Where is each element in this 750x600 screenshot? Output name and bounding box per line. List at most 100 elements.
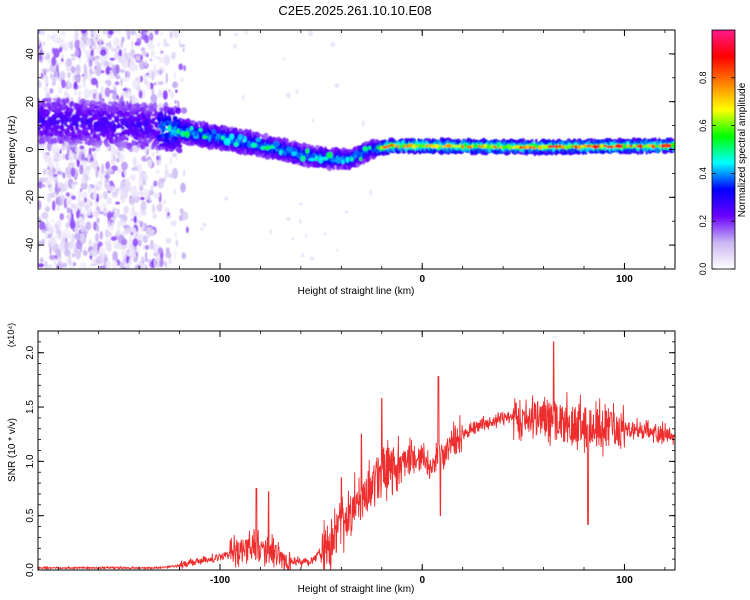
spectrogram-cell <box>148 195 151 204</box>
spectrogram-cell <box>108 60 113 68</box>
spectrogram-blobs <box>38 30 675 269</box>
spectrogram-cell <box>74 48 80 58</box>
spectrogram-cell <box>89 250 94 256</box>
spectrogram-cell <box>142 243 145 252</box>
spectrogram-cell <box>133 215 137 223</box>
spectrogram-cell <box>183 65 187 72</box>
spectrogram-cell <box>45 233 48 240</box>
spectrogram-cell <box>125 255 130 264</box>
spectrogram-cell <box>117 30 121 35</box>
spectrogram-cell <box>85 221 92 231</box>
spectrogram-cell <box>151 152 155 157</box>
spectrogram-cell <box>173 188 176 195</box>
spectrogram-cell <box>166 263 169 269</box>
spectrogram-cell <box>234 32 239 37</box>
spectrogram-cell <box>286 92 291 99</box>
spectrogram-cell <box>172 81 179 89</box>
spectrogram-cell <box>100 265 107 269</box>
spectrogram-cell <box>121 126 125 130</box>
spectrogram-cell <box>46 112 50 117</box>
spectrogram-cell <box>78 232 86 241</box>
spectrogram-cell <box>51 143 58 154</box>
spectrogram-cell <box>115 187 118 197</box>
spectrogram-cell <box>145 251 148 261</box>
spectrogram-cell <box>45 177 48 181</box>
spectrogram-cell <box>141 30 148 34</box>
spectrogram-cell <box>43 103 47 108</box>
spectrogram-cell <box>393 143 396 148</box>
spectrogram-cell <box>70 66 76 74</box>
spectrogram-cell <box>132 238 139 247</box>
spectrogram-cell <box>128 196 136 205</box>
spectrogram-cell <box>519 145 523 149</box>
spectrogram-cell <box>73 75 80 82</box>
spectrogram-cell <box>133 156 137 165</box>
spectrogram-cell <box>40 258 44 262</box>
spectrogram-cell <box>135 127 140 131</box>
spectrogram-cell <box>101 163 105 174</box>
spectrogram-cell <box>90 66 95 70</box>
spectrogram-cell <box>97 110 101 115</box>
spectrogram-cell <box>114 81 120 86</box>
spectrogram-cell <box>179 77 185 83</box>
spectrogram-cell <box>51 47 56 54</box>
spectrogram-cell <box>454 145 459 148</box>
spectrogram-cell <box>154 124 159 128</box>
spectrogram-cell <box>308 30 314 36</box>
spectrogram-cell <box>108 30 114 35</box>
spectrogram-cell <box>167 118 172 122</box>
spectrogram-cell <box>144 34 150 44</box>
spectrogram-cell <box>545 144 549 149</box>
spectrogram-cell <box>134 129 140 136</box>
spectrogram-cell <box>117 54 125 63</box>
spectrogram-cell <box>121 102 125 107</box>
spectrogram-cell <box>95 66 102 77</box>
spectrogram-cell <box>95 185 100 192</box>
spectrogram-cell <box>129 61 136 72</box>
spectrogram-cell <box>47 33 50 40</box>
spectrogram-cell <box>93 221 98 231</box>
spectrogram-cell <box>91 147 96 152</box>
spectrogram-cell <box>285 138 289 145</box>
spectrogram-cell <box>79 199 85 209</box>
spectrogram-cell <box>80 181 88 190</box>
spectrogram-cell <box>604 146 607 151</box>
spectrogram-cell <box>41 238 46 246</box>
spectrogram-cell <box>180 182 186 193</box>
spectrogram-cell <box>38 245 42 250</box>
spectrogram-cell <box>133 189 139 198</box>
spectrogram-cell <box>135 55 141 62</box>
spectrogram-cell <box>74 90 77 96</box>
spectrogram-cell <box>438 144 442 147</box>
spectrogram-cell <box>622 145 627 148</box>
spectrogram-cell <box>241 94 245 101</box>
spectrogram-cell <box>153 103 158 110</box>
spectrogram-cell <box>136 109 141 113</box>
spectrogram-cell <box>160 50 164 54</box>
spectrogram-cell <box>300 253 305 258</box>
spectrogram-cell <box>56 36 62 45</box>
spectrogram-cell <box>99 230 104 240</box>
spectrogram-cell <box>101 98 105 102</box>
spectrogram-cell <box>111 260 118 269</box>
spectrogram-cell <box>447 144 453 148</box>
spectrogram-cell <box>83 213 87 220</box>
spectrogram-cell <box>128 142 132 148</box>
spectrogram-cell <box>78 84 82 90</box>
spectrogram-cell <box>153 63 157 74</box>
spectrogram-cell <box>158 118 162 125</box>
spectrogram-cell <box>121 55 126 60</box>
spectrogram-cell <box>107 73 114 80</box>
spectrogram-cell <box>174 232 177 238</box>
spectrogram-cell <box>100 85 105 96</box>
spectrogram-cell <box>163 38 167 48</box>
spectrogram-cell <box>59 213 65 221</box>
spectrogram-cell <box>170 51 176 60</box>
spectrogram-cell <box>130 174 137 181</box>
spectrogram-cell <box>88 89 94 95</box>
spectrogram-cell <box>441 145 446 148</box>
spectrogram-cell <box>106 80 112 87</box>
spectrogram-cell <box>311 118 315 123</box>
spectrogram-cell <box>106 168 113 173</box>
